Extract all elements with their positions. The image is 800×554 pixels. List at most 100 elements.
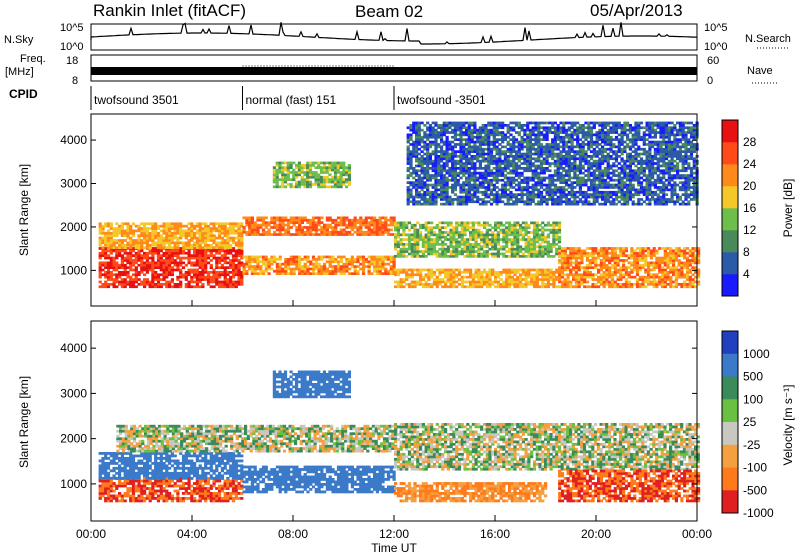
heatmap-cell [184, 236, 188, 240]
heatmap-cell [275, 216, 279, 220]
heatmap-cell [484, 174, 488, 177]
heatmap-cell [473, 157, 477, 161]
heatmap-cell [507, 247, 512, 251]
heatmap-cell [311, 171, 315, 174]
heatmap-cell [378, 258, 382, 261]
heatmap-cell [431, 200, 435, 204]
heatmap-cell [624, 271, 628, 274]
heatmap-cell [115, 263, 119, 267]
heatmap-cell [159, 268, 163, 272]
heatmap-cell [394, 235, 398, 239]
heatmap-cell [350, 233, 354, 236]
heatmap-cell [348, 262, 352, 266]
heatmap-cell [517, 152, 521, 156]
heatmap-cell [597, 263, 601, 267]
heatmap-cell [697, 251, 701, 255]
heatmap-cell [465, 198, 469, 201]
heatmap-cell [431, 198, 435, 201]
heatmap-cell [410, 250, 414, 253]
heatmap-cell [431, 174, 435, 177]
heatmap-cell [463, 223, 467, 227]
heatmap-cell [457, 278, 462, 281]
heatmap-cell [320, 258, 324, 261]
heatmap-cell [112, 278, 116, 281]
heatmap-cell [137, 271, 141, 274]
heatmap-cell [204, 259, 208, 262]
heatmap-cell [120, 239, 124, 242]
heatmap-cell [237, 280, 241, 284]
heatmap-cell [145, 222, 149, 226]
heatmap-cell [470, 176, 474, 180]
heatmap-cell [697, 273, 701, 277]
heatmap-cell [660, 283, 665, 286]
heatmap-cell [480, 235, 484, 239]
heatmap-cell [361, 262, 366, 266]
heatmap-cell [478, 202, 482, 206]
heatmap-cell [658, 247, 662, 250]
heatmap-cell [118, 249, 122, 253]
heatmap-cell [583, 273, 587, 277]
heatmap-cell [512, 181, 516, 184]
heatmap-cell [165, 275, 169, 279]
heatmap-cell [353, 269, 357, 273]
heatmap-cell [451, 128, 455, 132]
heatmap-cell [386, 218, 391, 222]
heatmap-cell [333, 168, 338, 172]
heatmap-cell [455, 275, 459, 279]
heatmap-cell [427, 221, 431, 225]
heatmap-cell [198, 261, 202, 265]
heatmap-cell [530, 278, 534, 281]
heatmap-cell [215, 275, 219, 279]
heatmap-cell [474, 250, 478, 253]
heatmap-cell [496, 243, 500, 246]
heatmap-cell [462, 200, 466, 204]
heatmap-cell [131, 254, 136, 257]
heatmap-cell [605, 266, 609, 269]
heatmap-cell [489, 152, 494, 156]
heatmap-cell [204, 231, 208, 235]
heatmap-cell [129, 285, 133, 289]
heatmap-cell [220, 273, 224, 277]
heatmap-cell [170, 256, 174, 260]
heatmap-cell [437, 157, 441, 161]
heatmap-cell [165, 268, 169, 272]
heatmap-cell [674, 251, 678, 255]
heatmap-cell [284, 223, 288, 227]
heatmap-cell [513, 243, 517, 246]
heatmap-cell [456, 162, 460, 165]
heatmap-cell [585, 254, 590, 257]
heatmap-cell [514, 145, 519, 149]
heatmap-cell [331, 180, 335, 184]
heatmap-cell [237, 266, 241, 269]
heatmap-cell [140, 227, 144, 230]
heatmap-cell [314, 226, 318, 229]
heatmap-cell [498, 167, 502, 170]
heatmap-cell [156, 227, 161, 230]
heatmap-cell [440, 190, 444, 194]
heatmap-cell [477, 233, 481, 237]
noise-line [90, 22, 698, 45]
heatmap-cell [109, 266, 113, 269]
heatmap-cell [309, 267, 313, 271]
heatmap-cell [435, 250, 439, 253]
heatmap-cell [502, 240, 506, 244]
heatmap-cell [491, 245, 495, 249]
heatmap-cell [261, 258, 266, 261]
heatmap-cell [264, 226, 268, 229]
heatmap-cell [420, 198, 424, 201]
heatmap-cell [407, 268, 412, 272]
heatmap-cell [220, 285, 224, 289]
heatmap-cell [421, 252, 425, 256]
heatmap-cell [484, 186, 488, 189]
heatmap-cell [396, 273, 400, 277]
heatmap-cell [143, 251, 147, 255]
heatmap-cell [295, 183, 299, 186]
heatmap-cell [173, 268, 177, 272]
heatmap-cell [516, 228, 520, 232]
heatmap-cell [544, 240, 548, 244]
heatmap-cell [240, 249, 244, 253]
heatmap-cell [505, 245, 509, 249]
heatmap-cell [572, 278, 576, 281]
heatmap-cell [126, 261, 130, 265]
heatmap-cell [201, 285, 205, 289]
